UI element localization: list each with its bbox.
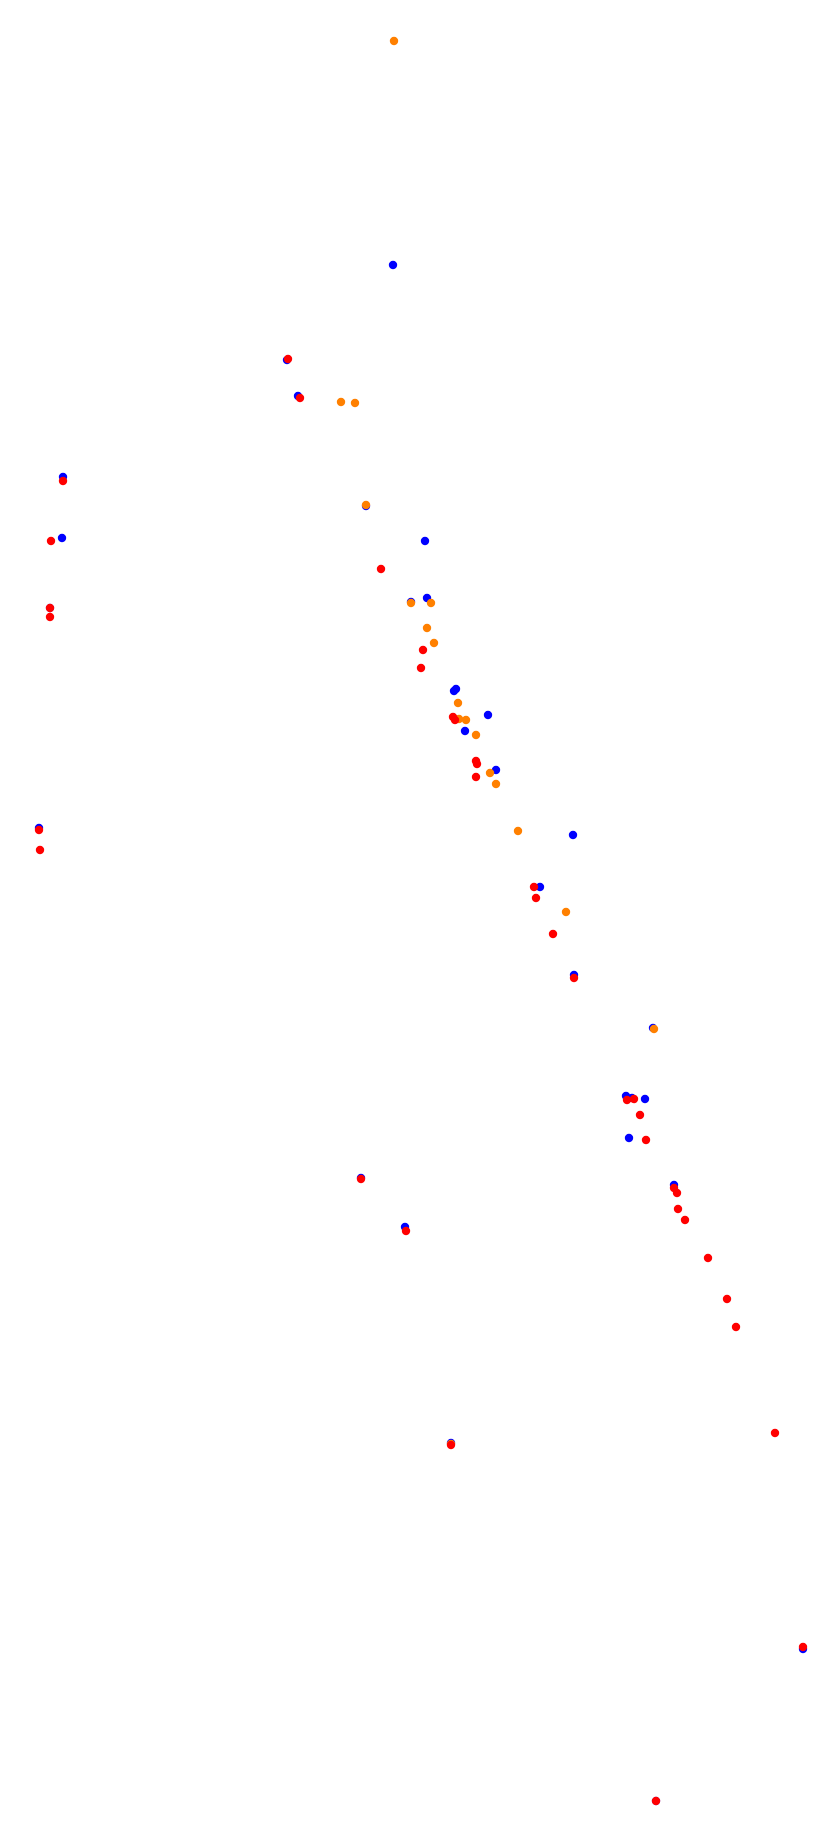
point-s2-16 [569, 973, 579, 983]
point-s2-10 [401, 1226, 411, 1236]
point-s2-29 [34, 825, 44, 835]
point-s2-2 [770, 1428, 780, 1438]
point-s2-22 [471, 756, 481, 766]
point-s2-25 [416, 663, 426, 673]
point-s2-31 [45, 603, 55, 613]
point-s2-0 [651, 1796, 661, 1806]
point-s0-7 [535, 882, 545, 892]
point-s0-8 [624, 1133, 634, 1143]
point-s1-4 [491, 779, 501, 789]
point-s0-10 [640, 1094, 650, 1104]
point-s1-10 [429, 638, 439, 648]
point-s0-23 [388, 260, 398, 270]
point-s1-13 [406, 598, 416, 608]
point-s2-17 [548, 929, 558, 939]
point-s2-30 [45, 612, 55, 622]
point-s2-28 [35, 845, 45, 855]
point-s1-2 [561, 907, 571, 917]
scatter-marks [34, 36, 808, 1806]
point-s2-33 [58, 476, 68, 486]
point-s2-32 [46, 536, 56, 546]
point-s2-13 [635, 1110, 645, 1120]
point-s2-20 [471, 772, 481, 782]
point-s2-5 [703, 1253, 713, 1263]
point-s0-27 [57, 533, 67, 543]
series-2 [34, 354, 808, 1806]
point-s2-9 [669, 1183, 679, 1193]
point-s1-15 [350, 398, 360, 408]
series-0 [34, 260, 808, 1806]
point-s0-29 [420, 536, 430, 546]
point-s1-16 [336, 397, 346, 407]
point-s0-13 [568, 830, 578, 840]
point-s2-19 [529, 882, 539, 892]
point-s2-12 [641, 1135, 651, 1145]
point-s1-12 [426, 598, 436, 608]
point-s1-3 [513, 826, 523, 836]
point-s2-36 [446, 1440, 456, 1450]
point-s1-9 [453, 698, 463, 708]
point-s2-34 [295, 393, 305, 403]
point-s1-5 [485, 768, 495, 778]
point-s1-6 [471, 730, 481, 740]
point-s1-17 [389, 36, 399, 46]
point-s2-27 [376, 564, 386, 574]
point-s2-26 [418, 645, 428, 655]
point-s2-35 [283, 354, 293, 364]
point-s0-14 [483, 710, 493, 720]
point-s1-14 [361, 500, 371, 510]
point-s2-14 [622, 1095, 632, 1105]
point-s2-7 [673, 1204, 683, 1214]
point-s2-11 [356, 1174, 366, 1184]
point-s2-18 [531, 893, 541, 903]
point-s1-1 [649, 1024, 659, 1034]
series-1 [336, 36, 659, 1449]
point-s1-11 [422, 623, 432, 633]
point-s2-3 [731, 1322, 741, 1332]
point-s2-15 [629, 1094, 639, 1104]
point-s2-24 [448, 712, 458, 722]
point-s0-16 [460, 726, 470, 736]
point-s2-6 [680, 1215, 690, 1225]
point-s0-28 [449, 686, 459, 696]
point-s2-4 [722, 1294, 732, 1304]
point-s1-8 [461, 715, 471, 725]
point-s2-1 [798, 1642, 808, 1652]
